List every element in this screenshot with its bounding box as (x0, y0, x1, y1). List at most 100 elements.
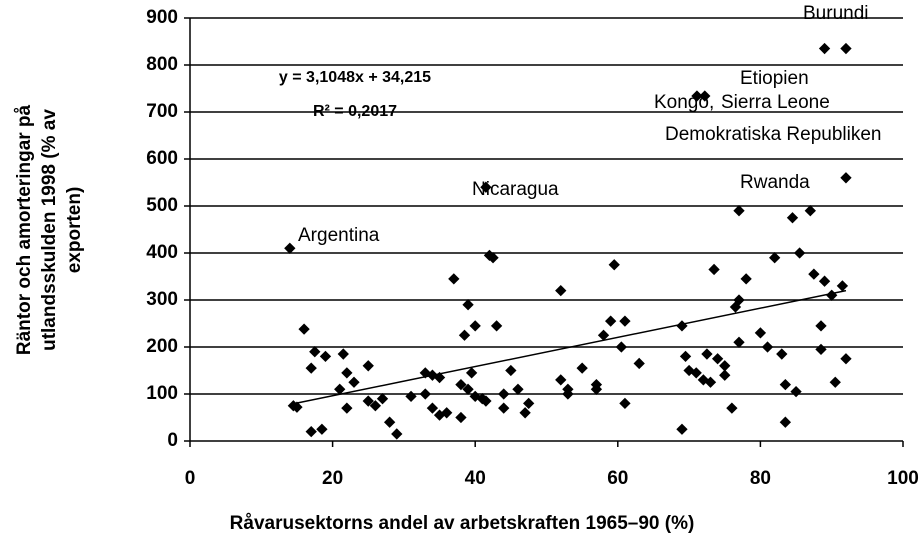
point (761, 341, 774, 353)
point (334, 383, 346, 395)
point (305, 425, 317, 438)
point (337, 348, 349, 360)
point (619, 397, 631, 410)
point (633, 357, 645, 370)
point (455, 411, 467, 424)
point-label: Nicaragua (472, 179, 559, 200)
y-tick-label: 0 (167, 430, 178, 451)
point (480, 395, 492, 407)
point (836, 280, 849, 292)
point (769, 252, 781, 264)
point-label: Etiopien (740, 68, 809, 89)
point (419, 388, 431, 400)
point (341, 402, 353, 414)
point (676, 423, 688, 435)
point (779, 416, 792, 428)
point (319, 350, 332, 363)
point-label: Rwanda (740, 172, 810, 193)
point (615, 341, 628, 353)
point (455, 378, 467, 391)
point (704, 376, 717, 388)
point (462, 299, 474, 311)
point (462, 383, 474, 395)
point (597, 329, 610, 341)
point (733, 294, 745, 306)
point (815, 320, 827, 332)
point (786, 212, 799, 224)
point (733, 336, 745, 348)
point (708, 263, 720, 276)
point (804, 205, 816, 217)
y-tick-label: 800 (146, 54, 178, 75)
point (754, 327, 767, 339)
y-tick-label: 100 (146, 383, 178, 404)
point-label: Argentina (298, 225, 380, 246)
point (818, 275, 831, 287)
point (608, 259, 620, 271)
y-tick-label: 900 (146, 7, 178, 28)
y-tick-label: 500 (146, 195, 178, 216)
point (369, 400, 382, 412)
point (362, 395, 374, 407)
x-tick-label: 40 (465, 468, 486, 489)
point (690, 367, 702, 379)
x-tick-label: 100 (887, 468, 919, 489)
point (719, 360, 731, 372)
point (309, 346, 321, 358)
point (341, 367, 353, 379)
point (679, 350, 692, 363)
point (305, 362, 317, 374)
y-axis-title: Räntor och amorteringar på utlandsskulde… (14, 104, 85, 355)
point (480, 181, 492, 193)
point (383, 416, 396, 428)
point (701, 348, 713, 360)
point (776, 348, 788, 360)
trend-equation: y = 3,1048x + 34,215 (279, 69, 431, 86)
point (523, 397, 535, 410)
x-tick-label: 80 (750, 468, 771, 489)
y-axis-title-line: utlandsskulden 1998 (% av (39, 109, 60, 351)
y-axis-title-line: Räntor och amorteringar på (14, 104, 35, 355)
point (815, 343, 827, 356)
point (555, 374, 567, 386)
y-tick-label: 600 (146, 148, 178, 169)
point (808, 268, 820, 280)
point-label: Sierra Leone (721, 92, 830, 113)
point (740, 273, 752, 285)
point-label: Burundi (803, 3, 869, 24)
point (512, 383, 524, 395)
point (619, 315, 631, 327)
point (590, 383, 603, 395)
point-label: Kongo, (654, 92, 714, 113)
point (348, 376, 360, 388)
y-tick-label: 300 (146, 289, 178, 310)
point (840, 353, 852, 365)
point (469, 320, 481, 332)
point (376, 393, 389, 405)
point (490, 320, 503, 332)
point (711, 353, 724, 365)
point (498, 388, 510, 400)
point (284, 242, 296, 254)
point (576, 362, 588, 374)
x-axis-title: Råvarusektorns andel av arbetskraften 19… (230, 513, 695, 534)
point (505, 364, 517, 377)
point (726, 402, 738, 414)
point (779, 378, 792, 391)
y-axis-title-line: exporten) (64, 187, 85, 274)
x-tick-label: 20 (322, 468, 343, 489)
point (316, 423, 328, 435)
point (362, 360, 374, 372)
point (448, 273, 460, 285)
point (605, 315, 617, 327)
point (405, 390, 417, 403)
x-tick-label: 60 (607, 468, 628, 489)
point (298, 323, 310, 335)
point (487, 252, 499, 264)
point (465, 367, 478, 379)
point (441, 407, 453, 419)
point (840, 172, 852, 184)
y-tick-label: 200 (146, 336, 178, 357)
point (458, 329, 471, 341)
